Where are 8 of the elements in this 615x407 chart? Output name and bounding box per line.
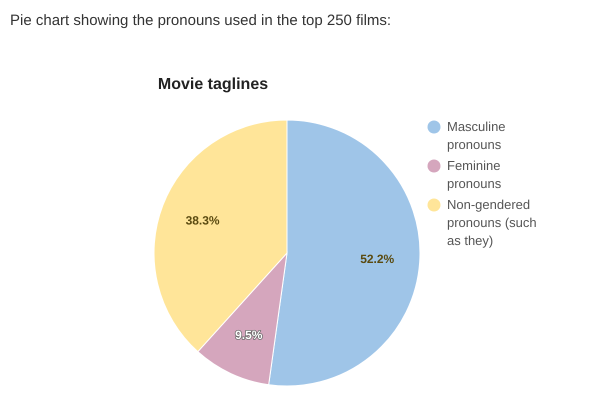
legend-label: Feminine pronouns bbox=[447, 157, 502, 193]
data-label: 9.5% bbox=[235, 328, 263, 342]
chart-title: Movie taglines bbox=[156, 76, 270, 94]
data-label: 38.3% bbox=[186, 214, 220, 228]
legend-label: Masculine pronouns bbox=[447, 118, 507, 154]
chart-subtitle: Pie chart showing the pronouns used in the top 250 films: bbox=[10, 12, 392, 29]
data-label: 52.2% bbox=[360, 252, 395, 266]
legend-label: Non-gendered pronouns (such as they) bbox=[447, 196, 538, 250]
